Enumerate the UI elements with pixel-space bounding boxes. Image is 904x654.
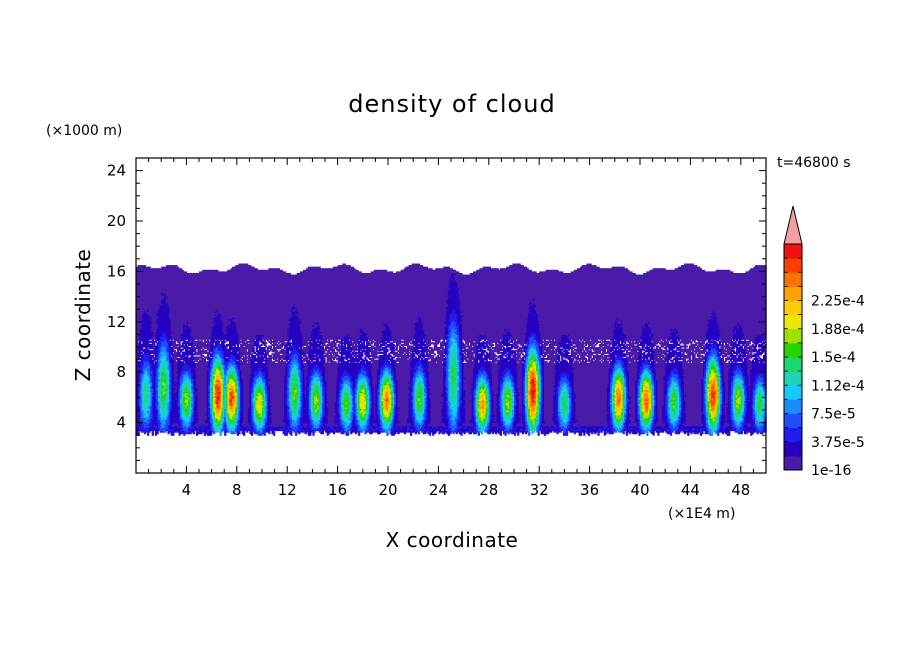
- density-field: [136, 264, 767, 436]
